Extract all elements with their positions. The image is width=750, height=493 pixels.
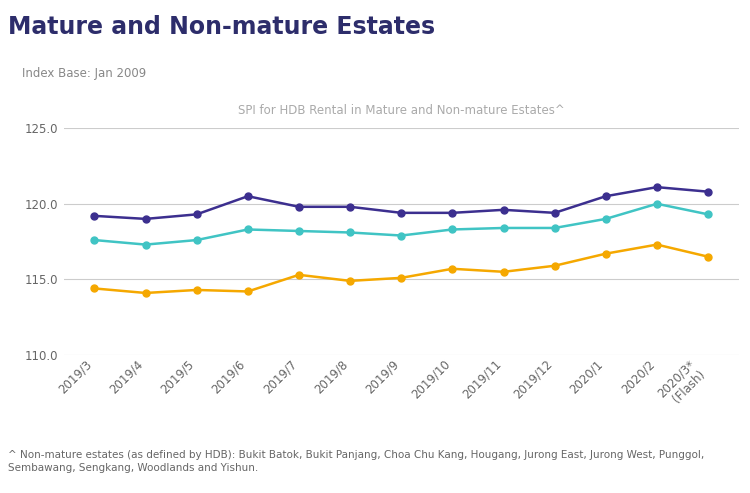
Line: Overall: Overall: [91, 200, 712, 248]
Mature Estates: [243, 193, 252, 199]
Overall: [397, 233, 406, 239]
Mature Estates: [448, 210, 457, 216]
Non-mature Estates: [652, 242, 662, 247]
Mature Estates: [346, 204, 355, 210]
Overall: [550, 225, 560, 231]
Line: Mature Estates: Mature Estates: [91, 184, 712, 222]
Mature Estates: [550, 210, 560, 216]
Mature Estates: [295, 204, 304, 210]
Overall: [192, 237, 201, 243]
Non-mature Estates: [704, 254, 712, 260]
Text: Mature and Non-mature Estates: Mature and Non-mature Estates: [8, 15, 435, 39]
Mature Estates: [90, 213, 99, 219]
Overall: [448, 226, 457, 232]
Mature Estates: [652, 184, 662, 190]
Overall: [90, 237, 99, 243]
Non-mature Estates: [90, 285, 99, 291]
Overall: [141, 242, 150, 247]
Overall: [704, 211, 712, 217]
Mature Estates: [397, 210, 406, 216]
Text: Index Base: Jan 2009: Index Base: Jan 2009: [22, 67, 147, 79]
Overall: [602, 216, 610, 222]
Non-mature Estates: [295, 272, 304, 278]
Overall: [295, 228, 304, 234]
Text: SPI for HDB Rental in Mature and Non-mature Estates^: SPI for HDB Rental in Mature and Non-mat…: [238, 104, 565, 117]
Non-mature Estates: [397, 275, 406, 281]
Mature Estates: [141, 216, 150, 222]
Mature Estates: [192, 211, 201, 217]
Mature Estates: [602, 193, 610, 199]
Non-mature Estates: [243, 288, 252, 294]
Overall: [346, 230, 355, 236]
Overall: [243, 226, 252, 232]
Non-mature Estates: [192, 287, 201, 293]
Mature Estates: [499, 207, 508, 213]
Non-mature Estates: [141, 290, 150, 296]
Overall: [652, 201, 662, 207]
Text: ^ Non-mature estates (as defined by HDB): Bukit Batok, Bukit Panjang, Choa Chu K: ^ Non-mature estates (as defined by HDB)…: [8, 450, 704, 473]
Non-mature Estates: [448, 266, 457, 272]
Non-mature Estates: [346, 278, 355, 284]
Non-mature Estates: [602, 251, 610, 257]
Non-mature Estates: [499, 269, 508, 275]
Line: Non-mature Estates: Non-mature Estates: [91, 241, 712, 296]
Overall: [499, 225, 508, 231]
Non-mature Estates: [550, 263, 560, 269]
Mature Estates: [704, 189, 712, 195]
